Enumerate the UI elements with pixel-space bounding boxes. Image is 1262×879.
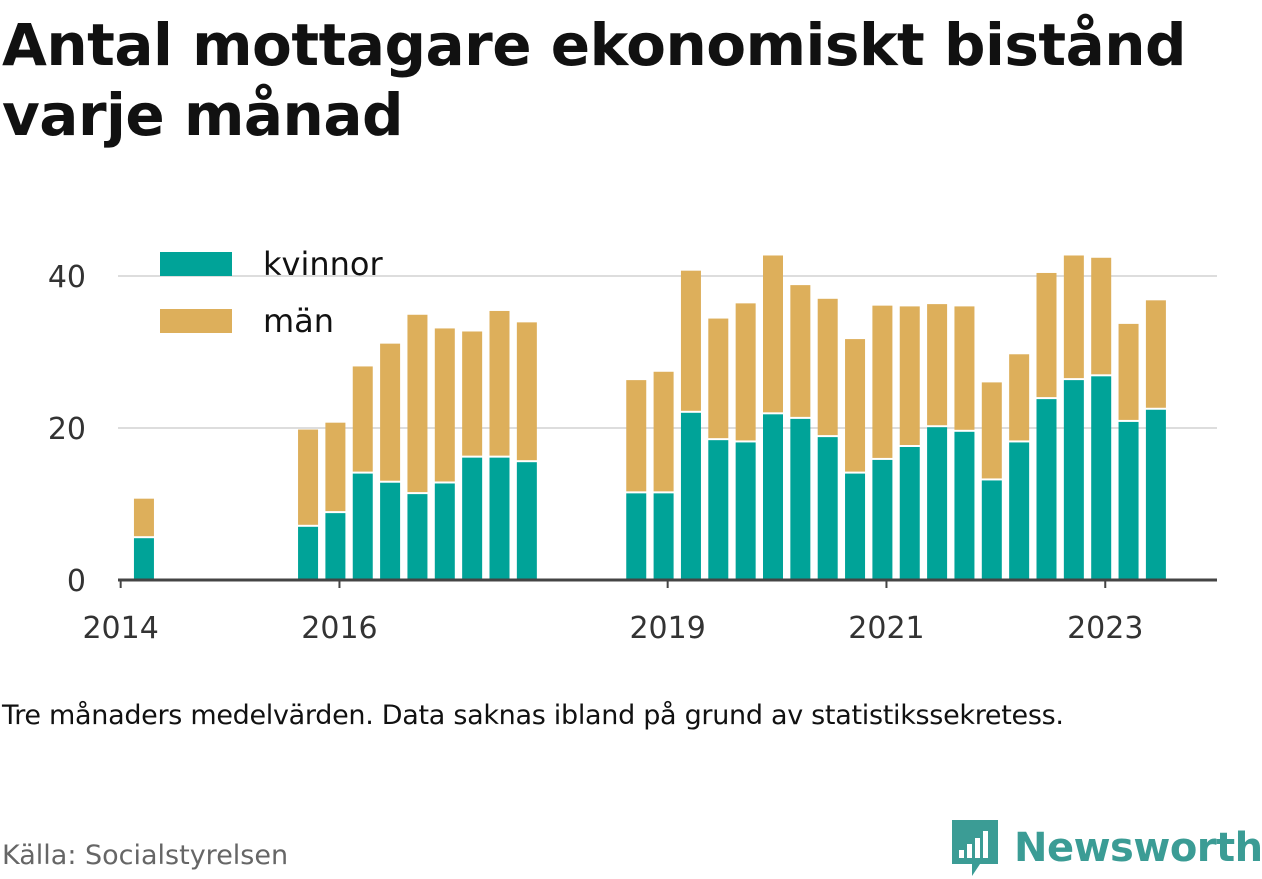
bar-man (434, 328, 455, 482)
bar-kvinnor (462, 457, 483, 580)
bar-kvinnor (626, 493, 647, 580)
stacked-bar-chart: 0 20 40 2014 2016 2019 2021 2023 kvinnor män (48, 245, 1217, 646)
bar-kvinnor (790, 418, 811, 580)
bar-kvinnor (708, 440, 729, 580)
bar-man (845, 339, 866, 472)
bar-kvinnor (325, 513, 346, 580)
bar-man (325, 422, 346, 512)
bar-man (516, 322, 537, 461)
bar-man (1009, 354, 1030, 441)
axes: 0 20 40 2014 2016 2019 2021 2023 (48, 260, 1217, 646)
bar-kvinnor (954, 431, 975, 580)
bar-man (899, 306, 920, 445)
bar-man (462, 331, 483, 456)
bar-man (653, 371, 674, 492)
bar-kvinnor (380, 482, 401, 580)
bar-man (954, 306, 975, 430)
chart-note: Tre månaders medelvärden. Data saknas ib… (2, 700, 1064, 731)
newsworthy-logo-icon (952, 820, 998, 876)
bar-kvinnor (407, 494, 428, 580)
bar-kvinnor (680, 412, 701, 580)
bar-kvinnor (845, 473, 866, 580)
bar-man (872, 305, 893, 458)
legend-swatch-1 (160, 309, 232, 333)
x-tick-label: 2019 (629, 611, 705, 646)
bar-man (407, 314, 428, 493)
bar-kvinnor (653, 493, 674, 580)
bar-man (1036, 272, 1057, 398)
bar-man (133, 498, 154, 537)
bar-man (626, 380, 647, 492)
brand-logo-link[interactable]: Newsworthy (950, 818, 1262, 878)
legend: kvinnor män (160, 245, 384, 340)
x-tick-label: 2021 (848, 611, 924, 646)
chart-title: Antal mottagare ekonomiskt bistånd varje… (2, 11, 1187, 149)
bar-kvinnor (1036, 399, 1057, 580)
bar-kvinnor (899, 447, 920, 580)
bar-kvinnor (298, 526, 319, 580)
legend-label: män (263, 302, 334, 340)
bar-man (1118, 323, 1139, 420)
bar-kvinnor (872, 459, 893, 580)
bar-kvinnor (927, 427, 948, 580)
bar-kvinnor (1091, 376, 1112, 580)
brand-name: Newsworthy (1014, 825, 1262, 871)
bar-kvinnor (352, 473, 373, 580)
bar-man (1063, 255, 1084, 379)
bar-man (1091, 257, 1112, 375)
legend-label: kvinnor (263, 245, 384, 283)
bar-man (790, 285, 811, 417)
y-tick-label: 0 (67, 564, 86, 599)
bar-kvinnor (735, 442, 756, 580)
bar-man (298, 429, 319, 525)
bar-man (1145, 300, 1166, 408)
bar-man (817, 298, 838, 436)
bar-kvinnor (981, 480, 1002, 580)
x-tick-label: 2023 (1067, 611, 1143, 646)
bar-man (981, 382, 1002, 479)
bar-man (708, 318, 729, 439)
bar-man (352, 366, 373, 472)
bar-man (927, 304, 948, 426)
bar-kvinnor (763, 414, 783, 580)
bar-man (680, 270, 701, 411)
bar-man (489, 310, 510, 456)
bar-kvinnor (516, 462, 537, 580)
x-tick-label: 2014 (82, 611, 158, 646)
bar-kvinnor (133, 538, 154, 580)
bar-man (380, 343, 401, 481)
bar-man (735, 303, 756, 441)
bar-kvinnor (434, 483, 455, 580)
y-tick-label: 40 (48, 260, 86, 295)
bar-kvinnor (1009, 442, 1030, 580)
bars (133, 255, 1166, 580)
source-label: Källa: Socialstyrelsen (2, 840, 289, 871)
legend-swatch-0 (160, 252, 232, 276)
bar-kvinnor (489, 457, 510, 580)
x-tick-label: 2016 (301, 611, 377, 646)
bar-kvinnor (1118, 421, 1139, 580)
bar-kvinnor (817, 437, 838, 580)
bar-kvinnor (1145, 409, 1166, 580)
y-tick-label: 20 (48, 412, 86, 447)
bar-kvinnor (1063, 380, 1084, 580)
bar-man (763, 255, 783, 413)
